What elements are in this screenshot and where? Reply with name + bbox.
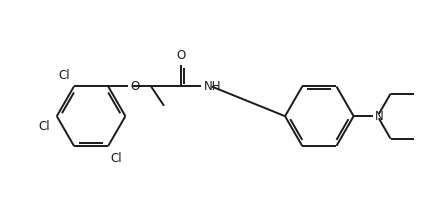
Text: NH: NH (204, 80, 221, 93)
Text: O: O (130, 80, 139, 93)
Text: O: O (177, 49, 186, 62)
Text: N: N (375, 110, 383, 123)
Text: Cl: Cl (39, 120, 50, 134)
Text: Cl: Cl (58, 69, 69, 82)
Text: Cl: Cl (110, 152, 122, 165)
